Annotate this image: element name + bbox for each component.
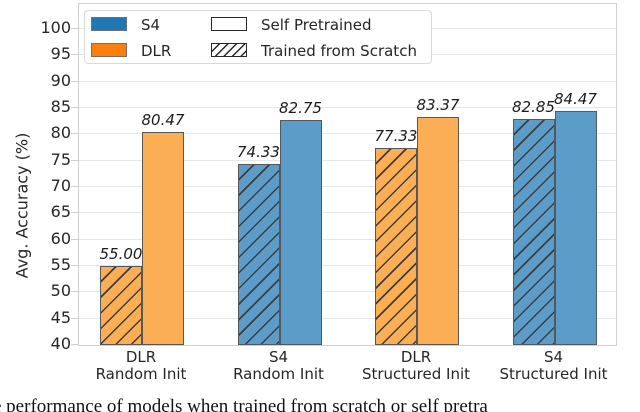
y-tick-mark — [71, 133, 78, 135]
y-tick-label: 55 — [50, 255, 71, 274]
legend-swatch-s4 — [91, 17, 127, 31]
bar-self-pretrained — [142, 131, 184, 345]
y-tick-mark — [71, 291, 78, 293]
x-tick-label: S4 Structured Init — [479, 349, 629, 383]
y-tick-label: 95 — [50, 44, 71, 64]
y-tick-label: 100 — [40, 18, 71, 37]
legend: S4 DLR Self Pretrained Trained from Scra… — [84, 10, 432, 64]
bar-self-pretrained — [554, 110, 597, 345]
legend-label-self-pretrained: Self Pretrained — [261, 16, 372, 34]
grid-line — [79, 186, 616, 187]
x-tick-line2: Structured Init — [361, 365, 471, 383]
y-tick-mark — [71, 344, 78, 345]
y-tick-mark — [71, 212, 78, 214]
y-tick-label: 60 — [50, 228, 71, 248]
bar-value-label: 74.33 — [237, 143, 280, 162]
bar-trained-from-scratch — [512, 119, 555, 345]
y-tick-mark — [71, 80, 78, 82]
x-tick-label: DLR Structured Init — [341, 349, 491, 383]
y-tick-label: 70 — [50, 176, 71, 195]
caption-fragment: e performance of models when trained fro… — [0, 396, 488, 412]
y-tick-mark — [71, 28, 78, 29]
x-tick-label: S4 Random Init — [204, 349, 354, 383]
grid-line — [79, 265, 616, 266]
x-tick-line1: DLR — [125, 348, 157, 366]
x-tick-line1: DLR — [400, 348, 432, 366]
bar-value-label: 55.00 — [99, 245, 143, 263]
grid-line — [79, 133, 616, 135]
grid-line — [79, 212, 616, 214]
y-tick-mark — [71, 265, 78, 266]
grid-line — [79, 238, 616, 240]
bar-value-label: 83.37 — [416, 95, 460, 114]
x-tick-line1: S4 — [268, 348, 289, 366]
x-tick-line2: Structured Init — [499, 365, 608, 383]
grid-line — [79, 317, 616, 319]
x-tick-line1: S4 — [543, 348, 564, 366]
y-tick-mark — [71, 186, 78, 187]
legend-label-dlr: DLR — [141, 42, 172, 60]
y-tick-label: 50 — [50, 281, 71, 301]
y-tick-mark — [71, 317, 78, 319]
y-tick-label: 85 — [50, 97, 71, 116]
x-tick-line2: Random Init — [233, 365, 324, 383]
bar-value-label: 80.47 — [141, 110, 185, 129]
legend-label-trained-from-scratch: Trained from Scratch — [261, 42, 417, 60]
y-tick-label: 90 — [50, 70, 71, 90]
bar-trained-from-scratch — [375, 148, 417, 345]
y-tick-label: 45 — [50, 307, 71, 327]
y-tick-mark — [71, 107, 78, 108]
x-tick-line2: Random Init — [95, 365, 187, 383]
y-tick-label: 80 — [50, 123, 71, 143]
y-tick-mark — [71, 159, 78, 161]
bar-value-label: 84.47 — [554, 89, 597, 108]
bar-trained-from-scratch — [237, 164, 280, 345]
bar-self-pretrained — [279, 119, 322, 345]
grid-line — [79, 107, 616, 108]
bar-value-label: 82.75 — [279, 98, 322, 117]
bar-self-pretrained — [417, 116, 459, 345]
legend-swatch-self-pretrained — [211, 17, 247, 31]
bar-trained-from-scratch — [100, 266, 142, 345]
bar-value-label: 82.85 — [512, 98, 555, 117]
y-tick-label: 75 — [50, 149, 71, 169]
y-tick-mark — [71, 238, 78, 240]
legend-swatch-dlr — [91, 43, 127, 57]
y-tick-label: 65 — [50, 202, 71, 222]
legend-label-s4: S4 — [141, 16, 161, 34]
x-tick-label: DLR Random Init — [66, 349, 216, 383]
bar-value-label: 77.33 — [374, 127, 418, 146]
legend-swatch-trained-from-scratch — [211, 43, 247, 57]
grid-line — [79, 159, 616, 161]
y-tick-mark — [71, 54, 78, 56]
grid-line — [79, 291, 616, 293]
y-tick-label: 40 — [50, 334, 71, 353]
grid-line — [79, 80, 616, 82]
